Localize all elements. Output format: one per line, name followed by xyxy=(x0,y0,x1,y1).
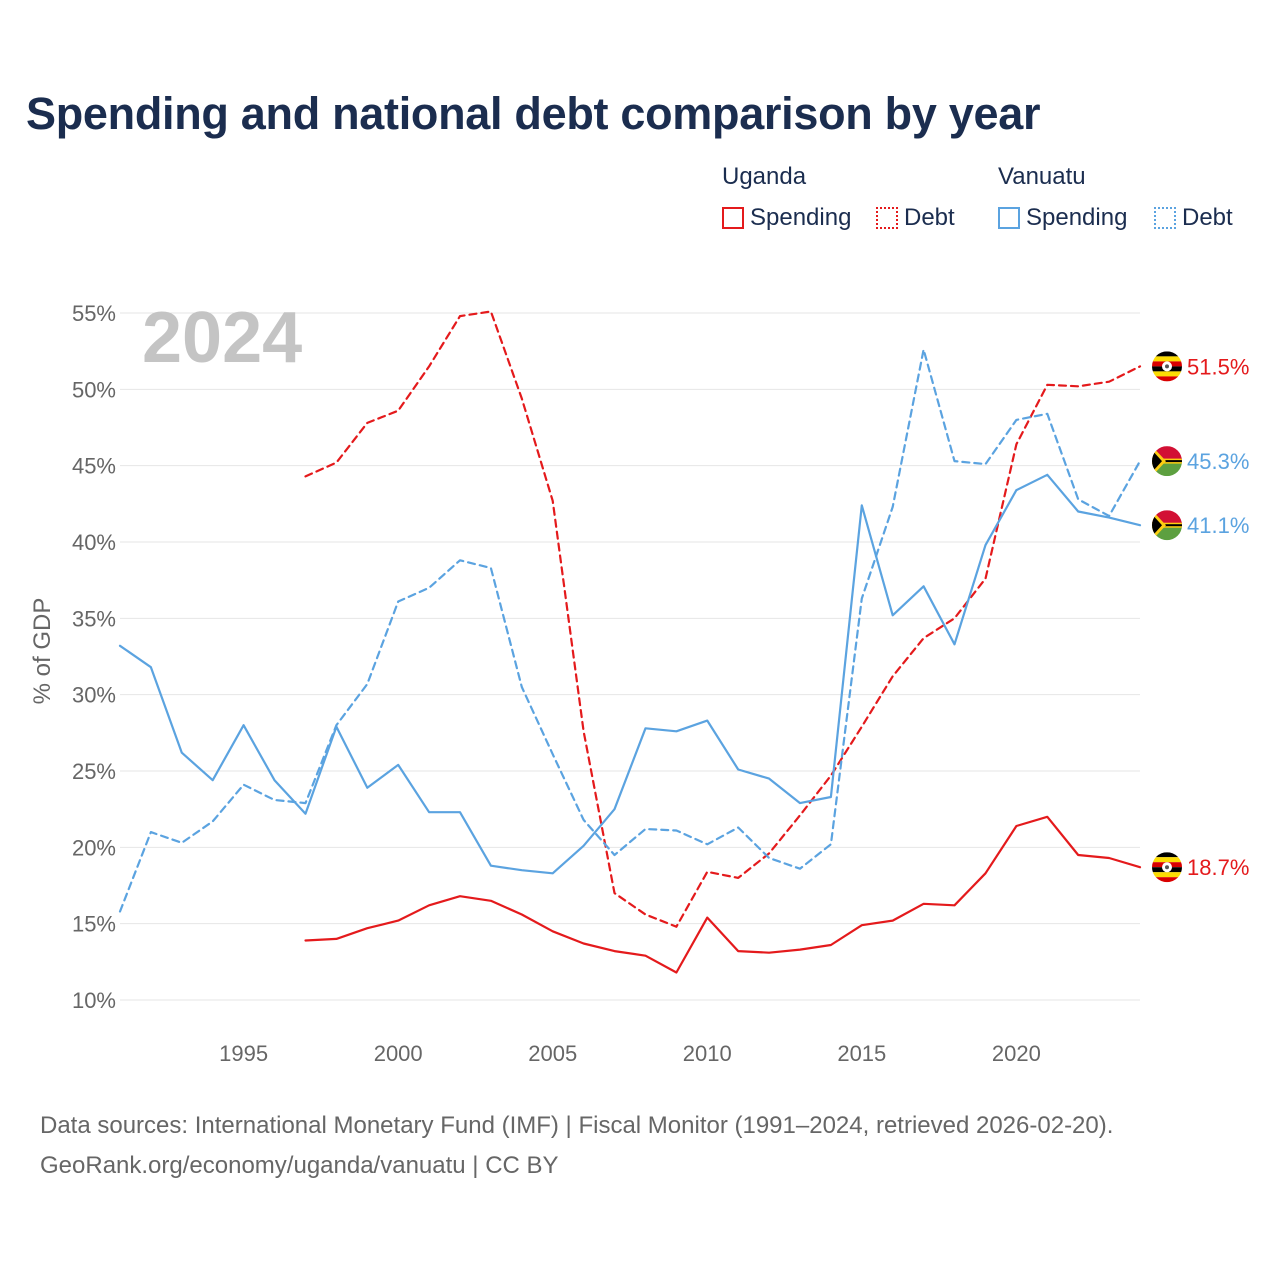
x-tick-label: 2010 xyxy=(683,1041,732,1066)
end-value-label: 18.7% xyxy=(1187,855,1249,880)
legend-item-vanuatu-debt[interactable]: Debt xyxy=(1154,204,1233,232)
legend-label-uganda-debt: Debt xyxy=(904,204,955,231)
x-tick-label: 2020 xyxy=(992,1041,1041,1066)
y-tick-label: 25% xyxy=(72,759,116,784)
legend: Uganda Spending Debt Vanuatu Spending De… xyxy=(722,160,1262,240)
y-axis-label: % of GDP xyxy=(29,598,56,705)
vanuatu-flag-icon xyxy=(1152,510,1182,541)
end-value-label: 51.5% xyxy=(1187,354,1249,379)
end-label-group-3: 45.3% xyxy=(1152,446,1249,477)
y-tick-label: 40% xyxy=(72,530,116,555)
legend-country-vanuatu: Vanuatu xyxy=(998,163,1086,190)
y-tick-label: 30% xyxy=(72,683,116,708)
x-tick-label: 2005 xyxy=(528,1041,577,1066)
legend-swatch-uganda-debt xyxy=(876,207,898,229)
attribution-link[interactable]: GeoRank.org/economy/uganda/vanuatu | CC … xyxy=(40,1152,559,1179)
legend-label-vanuatu-spending: Spending xyxy=(1026,204,1128,231)
source-note: Data sources: International Monetary Fun… xyxy=(40,1112,1114,1139)
x-tick-label: 1995 xyxy=(219,1041,268,1066)
end-label-group-2: 41.1% xyxy=(1152,510,1249,541)
y-tick-label: 50% xyxy=(72,377,116,402)
legend-group-vanuatu: Vanuatu xyxy=(998,160,1086,194)
legend-label-uganda-spending: Spending xyxy=(750,204,852,231)
x-axis: 1995 2000 2005 2010 2015 2020 xyxy=(219,1041,1041,1066)
end-label-group-0: 18.7% xyxy=(1152,852,1249,883)
x-tick-label: 2000 xyxy=(374,1041,423,1066)
series xyxy=(118,310,1142,974)
y-tick-label: 15% xyxy=(72,912,116,937)
legend-group-uganda: Uganda xyxy=(722,160,806,194)
legend-item-uganda-spending[interactable]: Spending xyxy=(722,204,851,232)
series-line-uganda-debt xyxy=(304,310,1142,928)
y-tick-label: 35% xyxy=(72,606,116,631)
legend-item-vanuatu-spending[interactable]: Spending xyxy=(998,204,1127,232)
legend-country-uganda: Uganda xyxy=(722,163,807,190)
end-value-label: 45.3% xyxy=(1187,449,1249,474)
line-chart: 2024 10% 15% 20% 25% 30% 35% 40% 45% 50% 55% 1995… xyxy=(29,298,1249,1066)
vanuatu-flag-icon xyxy=(1152,446,1182,477)
chart-title: Spending and national debt comparison by… xyxy=(26,88,1041,139)
y-tick-label: 55% xyxy=(72,301,116,326)
footer: Data sources: International Monetary Fun… xyxy=(40,1106,1113,1186)
uganda-flag-icon xyxy=(1152,351,1182,382)
series-line-vanuatu-debt xyxy=(118,348,1142,913)
y-tick-label: 10% xyxy=(72,988,116,1013)
legend-label-vanuatu-debt: Debt xyxy=(1182,204,1233,231)
x-tick-label: 2015 xyxy=(837,1041,886,1066)
uganda-flag-icon xyxy=(1152,852,1182,883)
y-tick-label: 20% xyxy=(72,835,116,860)
end-value-label: 41.1% xyxy=(1187,513,1249,538)
legend-swatch-uganda-spending xyxy=(722,207,744,229)
end-labels: 18.7% 51.5% 41.1% 45.3% xyxy=(1152,351,1249,883)
legend-swatch-vanuatu-spending xyxy=(998,207,1020,229)
legend-swatch-vanuatu-debt xyxy=(1154,207,1176,229)
end-label-group-1: 51.5% xyxy=(1152,351,1249,382)
grid xyxy=(120,312,1140,1001)
year-watermark: 2024 xyxy=(142,298,302,378)
y-axis: 10% 15% 20% 25% 30% 35% 40% 45% 50% 55% xyxy=(72,301,116,1013)
y-tick-label: 45% xyxy=(72,454,116,479)
series-line-uganda-spending xyxy=(304,815,1142,974)
series-line-vanuatu-spending xyxy=(118,473,1142,875)
legend-item-uganda-debt[interactable]: Debt xyxy=(876,204,955,232)
